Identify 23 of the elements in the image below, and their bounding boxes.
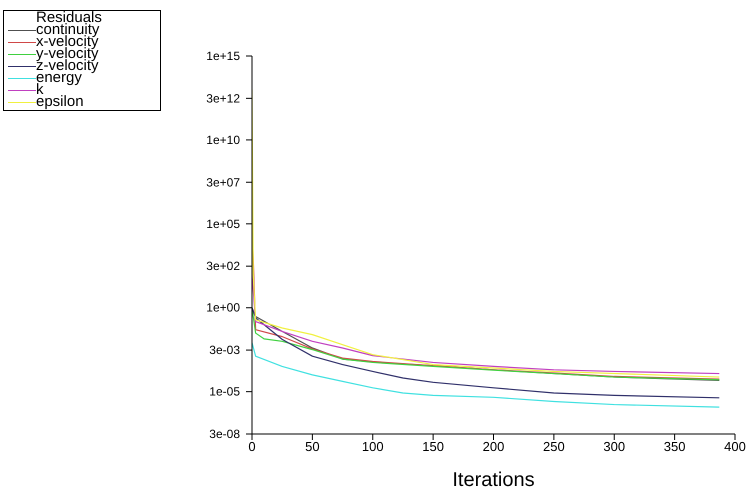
line-series: [252, 342, 720, 408]
x-tick-label: 0: [248, 439, 256, 454]
x-tick-label: 200: [482, 439, 504, 454]
x-axis-title: Iterations: [452, 469, 535, 491]
y-tick-label: 3e+07: [206, 175, 240, 190]
x-tick-label: 350: [664, 439, 686, 454]
y-tick-label: 3e+12: [206, 91, 240, 106]
y-tick-label: 1e+15: [206, 49, 240, 63]
x-tick-label: 400: [724, 439, 746, 454]
x-tick-label: 250: [543, 439, 565, 454]
x-tick-label: 300: [603, 439, 626, 454]
x-tick-label: 150: [422, 439, 444, 454]
y-tick-label: 3e+02: [206, 259, 240, 274]
y-tick-label: 1e-05: [209, 384, 240, 399]
y-tick-label: 3e-08: [209, 427, 240, 441]
y-tick-label: 1e+00: [206, 300, 240, 315]
y-tick-label: 3e-03: [209, 343, 240, 358]
line-series: [252, 307, 720, 398]
y-tick-label: 1e+10: [206, 132, 240, 147]
x-tick-label: 50: [305, 439, 320, 454]
legend-label: continuity: [36, 21, 100, 38]
x-tick-label: 100: [362, 439, 384, 454]
y-tick-label: 1e+05: [206, 216, 240, 231]
